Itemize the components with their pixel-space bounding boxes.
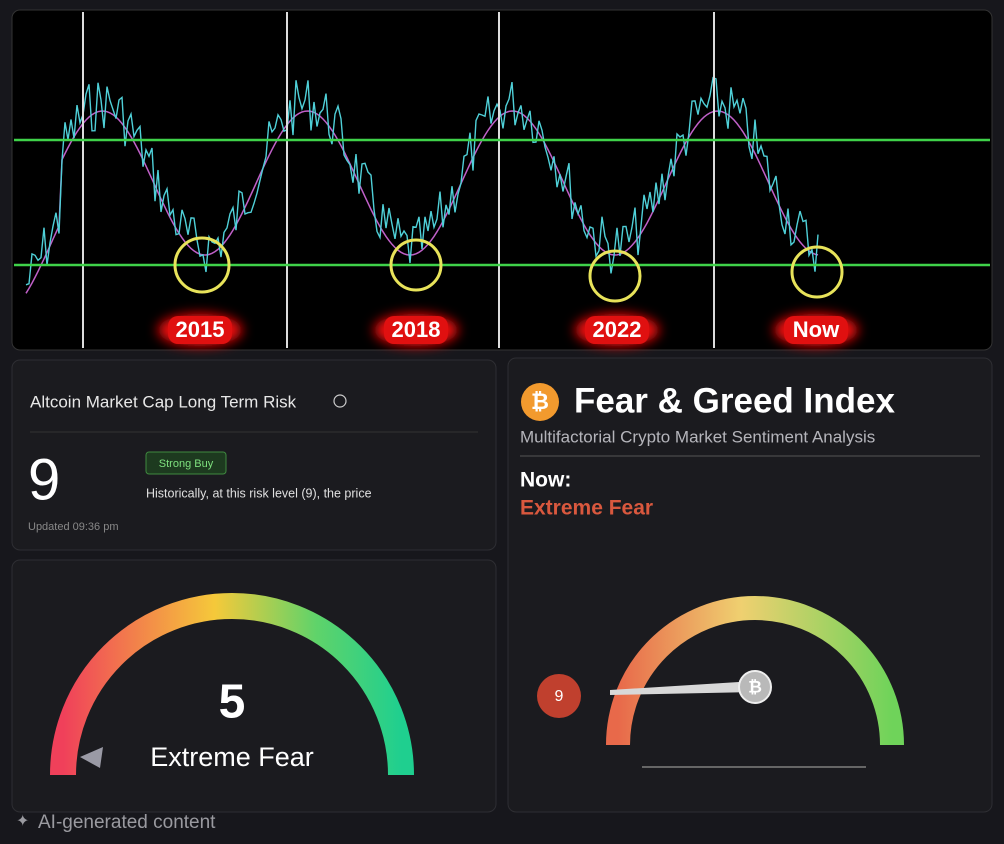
gauge-label: Extreme Fear [150, 742, 314, 772]
label-bg [384, 316, 448, 344]
fg-value: 9 [555, 688, 564, 705]
badge-text: Strong Buy [159, 458, 214, 470]
smoothed-line [25, 110, 819, 294]
now-label: Now: [520, 469, 571, 492]
label-bg [784, 316, 848, 344]
footer: AI-generated content [38, 812, 216, 833]
fg-gauge-arc [606, 596, 904, 746]
bottom-marker [173, 236, 231, 294]
year-label: 2022 [593, 317, 642, 342]
year-label: Now [793, 317, 840, 342]
price-line [25, 76, 819, 286]
price-lines [25, 76, 819, 294]
risk-value: 9 [28, 447, 60, 512]
bottom-marker [588, 249, 642, 303]
bottom-marker [389, 238, 443, 292]
sparkle-icon: ✦ [16, 813, 29, 830]
bitcoin-icon [521, 383, 559, 421]
description: Historically, at this risk level (9), th… [146, 486, 372, 500]
fg-title: Fear & Greed Index [574, 381, 895, 420]
bitcoin-symbol: ₿ [531, 389, 549, 414]
now-value: Extreme Fear [520, 497, 653, 520]
needle-hub [738, 670, 772, 704]
fg-subtitle: Multifactorial Crypto Market Sentiment A… [520, 427, 875, 446]
fg-needle [610, 681, 755, 695]
card [11, 359, 497, 551]
card-title: Altcoin Market Cap Long Term Risk [30, 392, 297, 411]
gauge-card: 5 Extreme Fear [11, 559, 497, 813]
value-badge [537, 674, 581, 718]
badge [145, 451, 227, 475]
card [507, 357, 993, 813]
year-label: 2018 [392, 317, 441, 342]
fear-greed-card: ₿ Fear & Greed Index Multifactorial Cryp… [507, 357, 993, 813]
gauge-arc [50, 593, 414, 776]
gauge-value: 5 [219, 676, 246, 729]
top-chart: 2015 2018 2022 Now [11, 9, 993, 351]
hub-symbol: ₿ [748, 677, 762, 696]
label-bg [585, 316, 649, 344]
year-label: 2015 [176, 317, 225, 342]
info-icon[interactable] [333, 394, 347, 408]
risk-card: Altcoin Market Cap Long Term Risk 9 Stro… [11, 359, 497, 551]
bottom-marker [790, 245, 844, 299]
gauge-pointer [80, 747, 103, 768]
label-bg [168, 316, 232, 344]
updated: Updated 09:36 pm [28, 521, 119, 533]
